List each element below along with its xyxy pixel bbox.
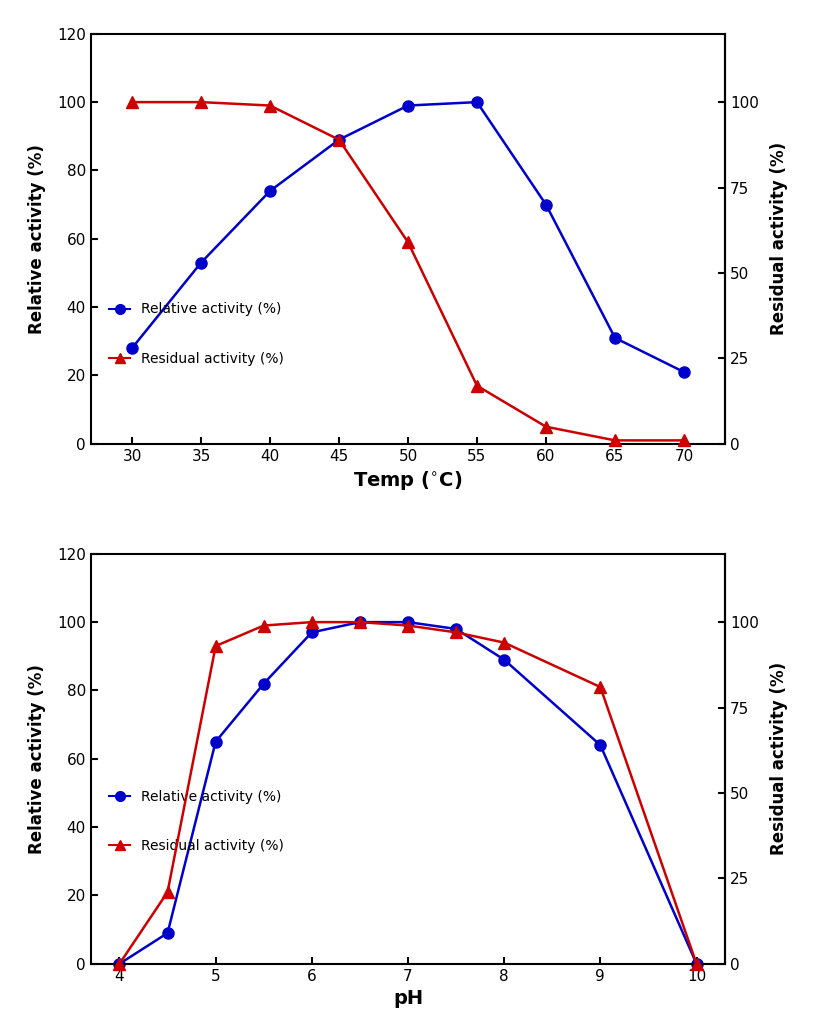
Y-axis label: Relative activity (%): Relative activity (%) bbox=[28, 144, 46, 334]
X-axis label: Temp ($^{\circ}$C): Temp ($^{\circ}$C) bbox=[353, 469, 463, 492]
Y-axis label: Residual activity (%): Residual activity (%) bbox=[770, 142, 788, 336]
Y-axis label: Relative activity (%): Relative activity (%) bbox=[28, 664, 46, 854]
X-axis label: pH: pH bbox=[393, 989, 423, 1008]
Legend: Residual activity (%): Residual activity (%) bbox=[104, 346, 290, 371]
Y-axis label: Residual activity (%): Residual activity (%) bbox=[770, 662, 788, 856]
Legend: Residual activity (%): Residual activity (%) bbox=[104, 833, 290, 859]
